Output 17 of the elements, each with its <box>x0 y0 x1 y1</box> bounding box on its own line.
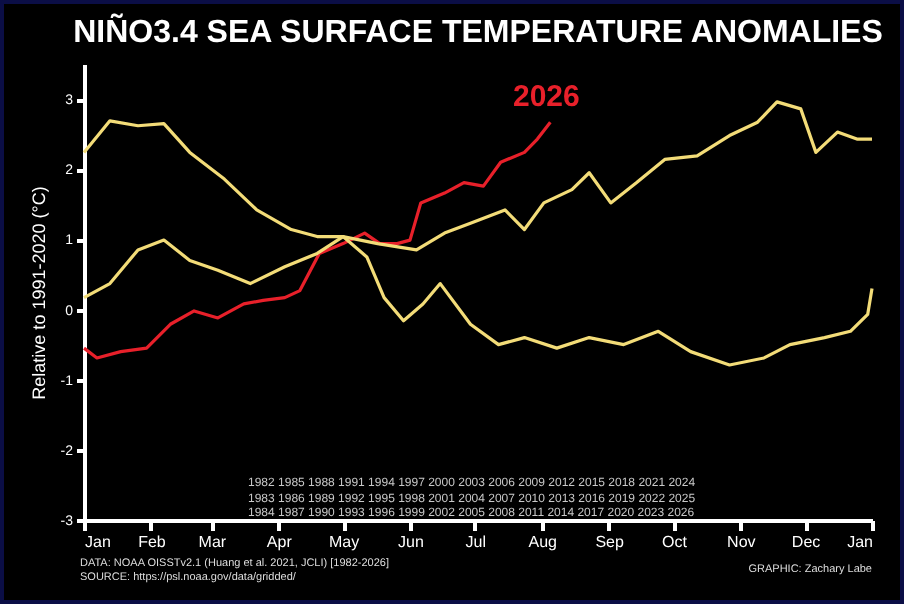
x-tick-label: Jul <box>465 533 487 551</box>
x-tick-label: Jan <box>85 533 111 551</box>
x-tick-label: Oct <box>661 533 689 551</box>
x-tick-label: Mar <box>198 533 227 551</box>
line-series <box>82 120 552 360</box>
x-tick-label: Feb <box>138 533 167 551</box>
x-tick-label: Apr <box>266 533 293 551</box>
chart-title: NIÑO3.4 SEA SURFACE TEMPERATURE ANOMALIES <box>73 12 884 50</box>
x-tick-label: May <box>328 533 360 551</box>
x-tick-label: Sep <box>595 533 625 551</box>
x-tick-label: Aug <box>528 533 557 551</box>
x-tick-label: Nov <box>727 533 756 551</box>
x-tick-label: Jun <box>398 533 424 551</box>
x-tick-label: Jan <box>847 533 873 551</box>
y-axis-title: Relative to 1991-2020 (°C) <box>28 186 49 400</box>
x-tick-label: Dec <box>791 533 821 551</box>
series-label: 2026 <box>512 80 580 115</box>
